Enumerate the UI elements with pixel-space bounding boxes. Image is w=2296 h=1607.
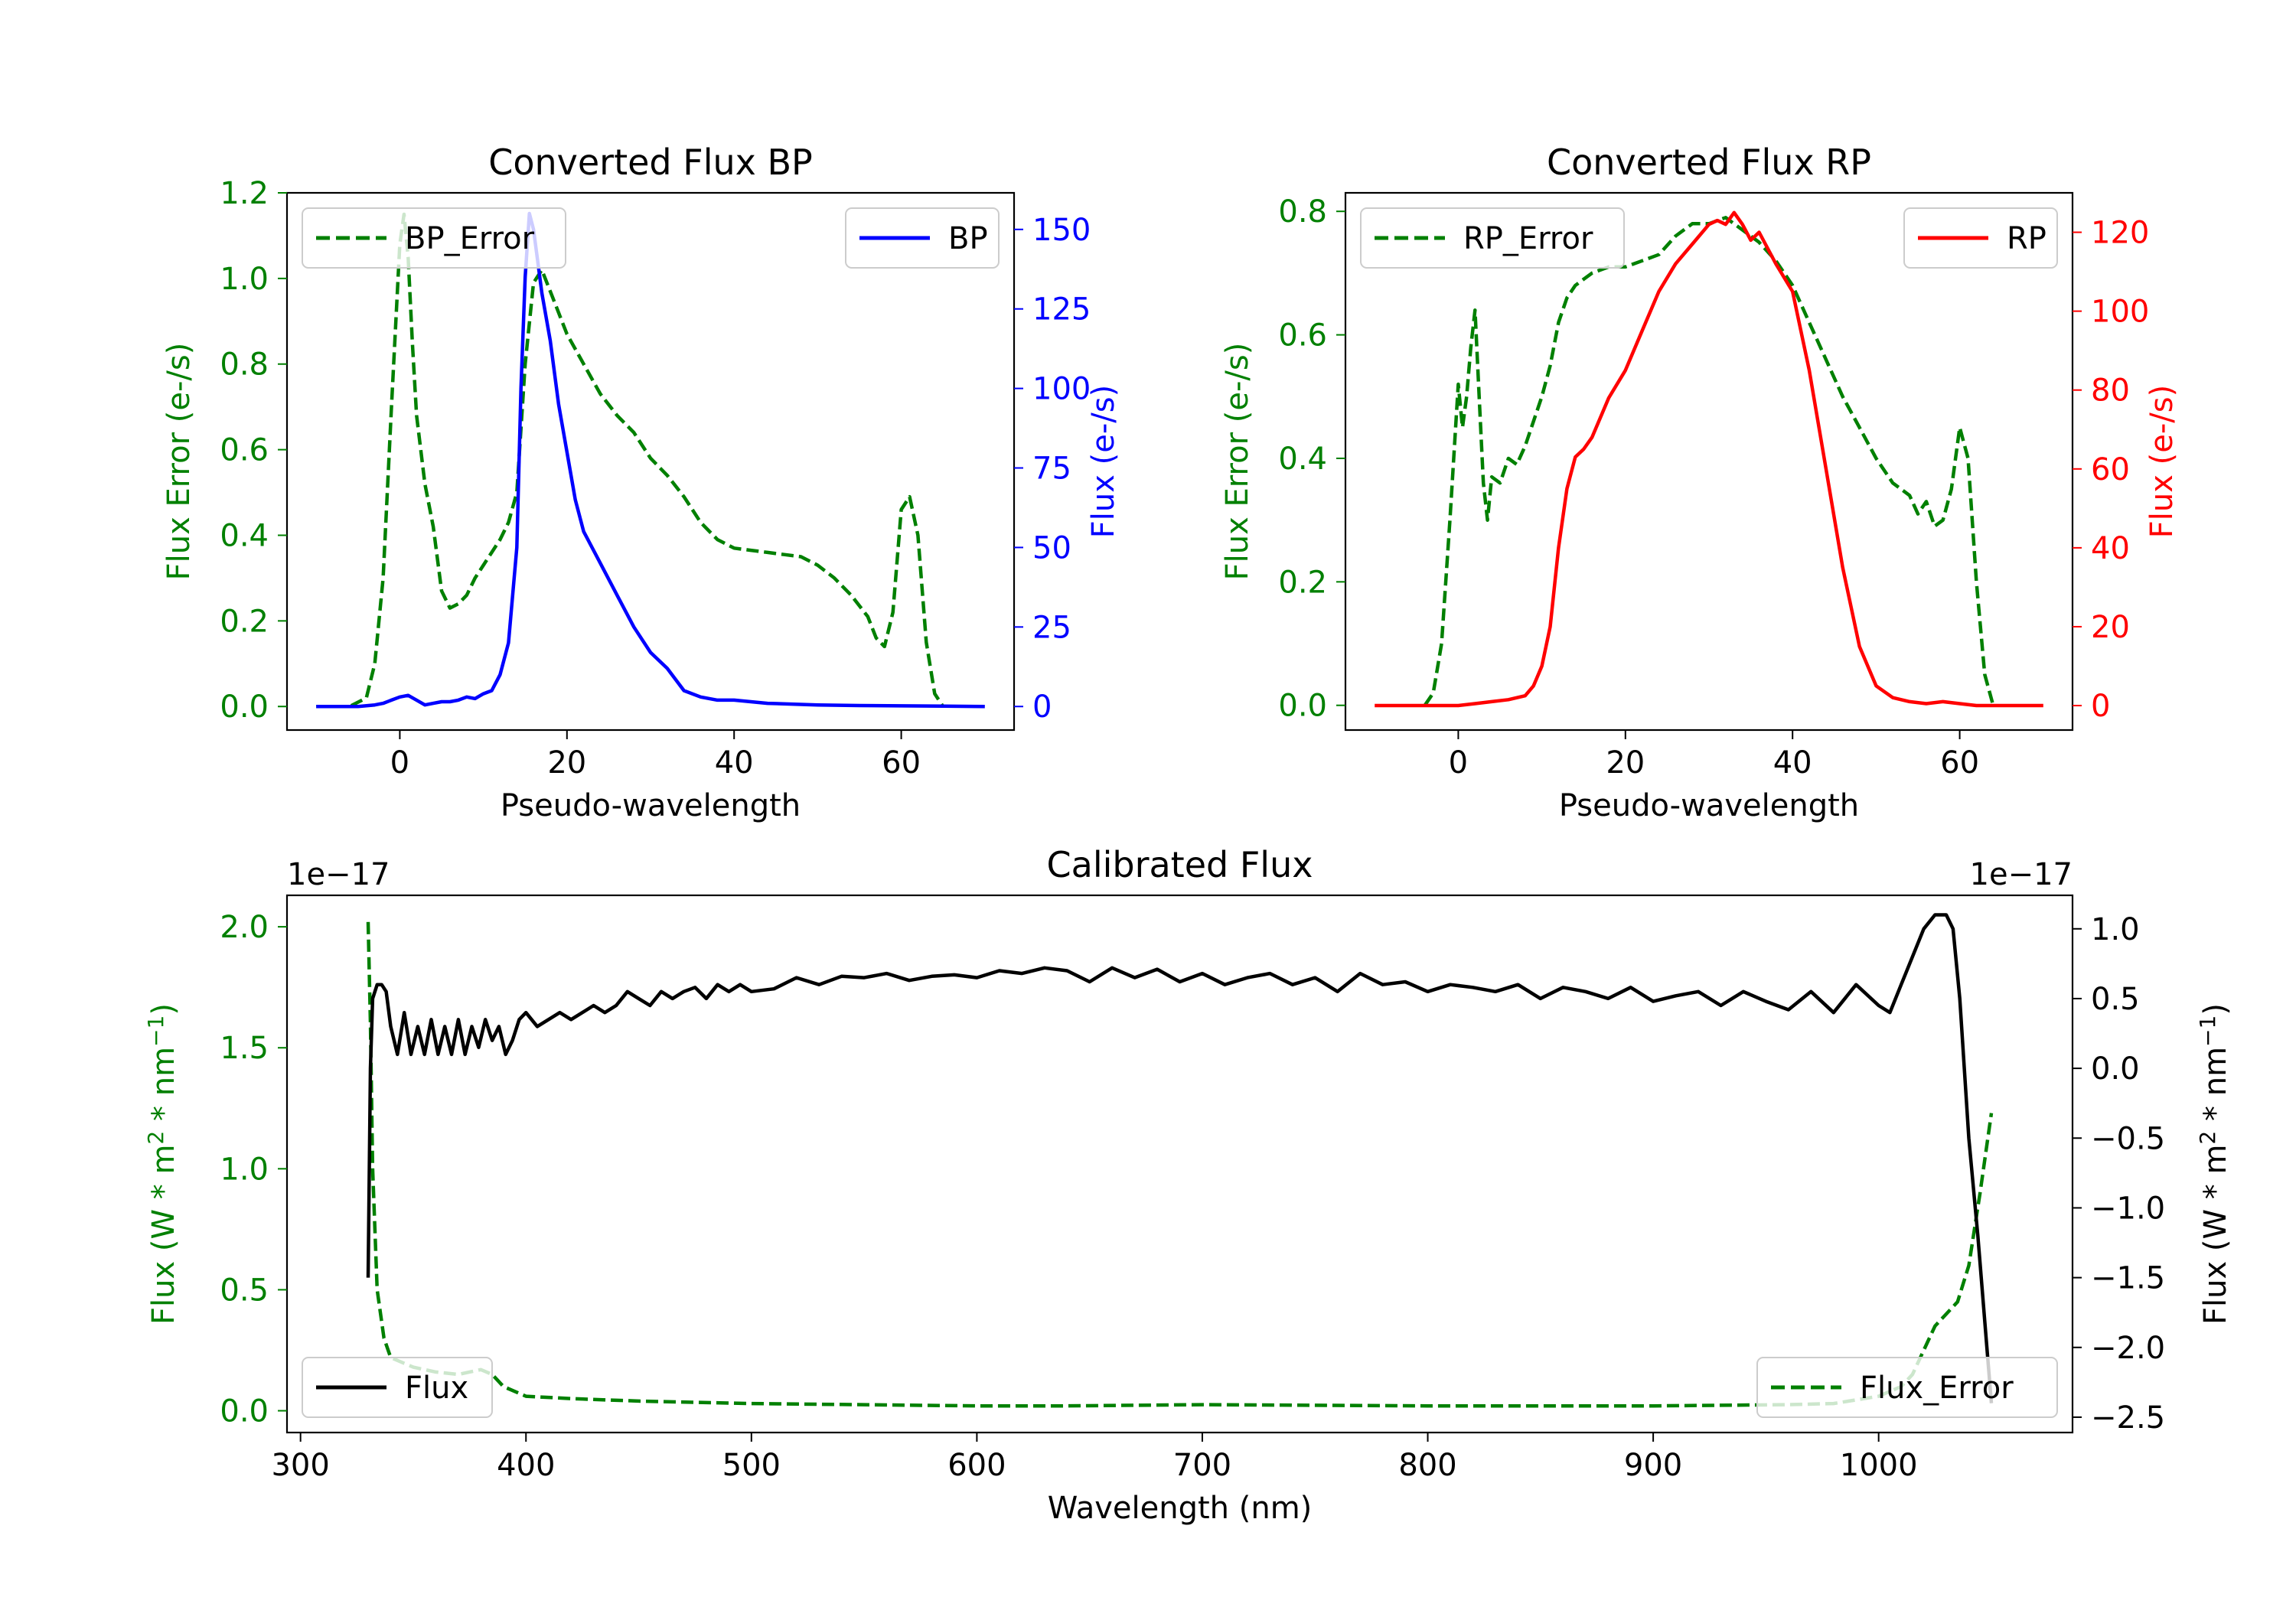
y-left-offset-label: 1e−17 <box>287 857 390 892</box>
legend-box <box>302 1357 493 1418</box>
y-right-tick-label: 125 <box>1032 292 1091 328</box>
y-left-tick-label: 1.2 <box>220 176 269 211</box>
x-tick-label: 800 <box>1398 1448 1456 1483</box>
legend-label: BP_Error <box>405 221 535 256</box>
x-tick-label: 600 <box>947 1448 1006 1483</box>
y-right-tick-label: 75 <box>1032 451 1071 487</box>
x-tick-label: 700 <box>1173 1448 1231 1483</box>
y-right-axis-label: Flux (e-/s) <box>1086 385 1121 538</box>
y-left-tick-label: 2.0 <box>220 910 269 945</box>
chart-calibrated: Calibrated Flux 300 400 500 600 700 800 900 1000… <box>143 844 2233 1526</box>
y-right-tick-label: 150 <box>1032 213 1091 248</box>
y-right-tick-label: 0.0 <box>2091 1051 2140 1087</box>
y-left-axis-label: Flux Error (e-/s) <box>1220 343 1255 581</box>
y-right-tick-label: 1.0 <box>2091 912 2140 947</box>
y-right-tick-label: 100 <box>2091 295 2149 330</box>
y-right-tick-label: −1.5 <box>2091 1261 2165 1296</box>
y-left-tick-label: 1.0 <box>220 262 269 297</box>
y-right-tick-label: 0 <box>1032 689 1052 725</box>
chart-title: Converted Flux RP <box>1547 142 1871 183</box>
chart-title: Calibrated Flux <box>1047 844 1313 885</box>
legend-label: RP <box>2007 221 2047 256</box>
x-tick-label: 20 <box>547 745 586 781</box>
x-tick-label: 0 <box>1449 745 1468 781</box>
x-tick-label: 0 <box>390 745 409 781</box>
y-left-tick-label: 0.8 <box>220 347 269 383</box>
y-left-axis-label: Flux Error (e-/s) <box>161 343 197 581</box>
x-tick-label: 300 <box>271 1448 329 1483</box>
x-axis-label: Pseudo-wavelength <box>1559 788 1859 823</box>
legend-box <box>302 207 566 269</box>
y-right-tick-label: −2.0 <box>2091 1331 2165 1366</box>
y-right-tick-label: −1.0 <box>2091 1191 2165 1226</box>
legend-box <box>1756 1357 2058 1418</box>
y-left-tick-label: 0.8 <box>1278 194 1327 230</box>
y-left-tick-label: 0.2 <box>220 604 269 639</box>
x-tick-label: 400 <box>497 1448 555 1483</box>
y-left-tick-label: 0.6 <box>1278 318 1327 354</box>
legend-box <box>1360 207 1625 269</box>
y-right-tick-label: 40 <box>2091 531 2130 566</box>
y-right-tick-label: 0.5 <box>2091 982 2140 1017</box>
x-tick-label: 500 <box>722 1448 781 1483</box>
x-tick-label: 40 <box>1773 745 1812 781</box>
y-right-tick-label: −0.5 <box>2091 1121 2165 1156</box>
y-right-offset-label: 1e−17 <box>1970 857 2073 892</box>
y-right-axis-label: Flux (e-/s) <box>2144 385 2180 538</box>
y-right-tick-label: 20 <box>2091 610 2130 645</box>
x-tick-label: 20 <box>1606 745 1645 781</box>
legend-rp-error: RP_Error <box>1360 207 1625 269</box>
charts: Converted Flux BP 0 20 40 60 Pseudo-wavelengt… <box>143 142 2233 1526</box>
plot-frame <box>285 894 2074 1434</box>
plot-frame <box>1344 191 2074 732</box>
x-tick-label: 60 <box>882 745 921 781</box>
y-left-tick-label: 0.0 <box>220 1394 269 1429</box>
y-right-tick-label: 80 <box>2091 373 2130 409</box>
legend-flux: Flux <box>302 1357 493 1418</box>
y-left-tick-label: 0.4 <box>220 518 269 553</box>
legend-label: Flux_Error <box>1860 1371 2014 1406</box>
y-right-tick-label: 50 <box>1032 530 1071 566</box>
series-line-rp <box>1375 210 2043 708</box>
y-right-axis-label: Flux (W * m2 * nm−1) <box>2195 1003 2233 1325</box>
x-tick-label: 60 <box>1940 745 1979 781</box>
y-left-tick-label: 0.2 <box>1278 565 1327 600</box>
legend-label: Flux <box>405 1371 468 1406</box>
y-right-tick-label: 100 <box>1032 372 1091 407</box>
y-left-tick-label: 0.4 <box>1278 442 1327 477</box>
series-line-bp-error <box>316 212 945 709</box>
x-axis-label: Pseudo-wavelength <box>501 788 801 823</box>
y-right-tick-label: 120 <box>2091 216 2149 251</box>
series-line-rp-error <box>1423 216 1995 706</box>
legend-bp-error: BP_Error <box>302 207 566 269</box>
x-axis-label: Wavelength (nm) <box>1048 1491 1313 1526</box>
y-left-tick-label: 0.0 <box>220 689 269 725</box>
y-right-tick-label: 0 <box>2091 689 2110 724</box>
y-left-tick-label: 1.5 <box>220 1031 269 1066</box>
y-right-tick-label: 60 <box>2091 452 2130 487</box>
legend-rp: RP <box>1903 207 2058 269</box>
y-left-tick-label: 0.6 <box>220 433 269 468</box>
y-left-tick-label: 0.5 <box>220 1273 269 1308</box>
y-left-tick-label: 1.0 <box>220 1152 269 1187</box>
chart-title: Converted Flux BP <box>488 142 813 183</box>
y-left-axis-label: Flux (W * m2 * nm−1) <box>143 1003 181 1325</box>
chart-bp: Converted Flux BP 0 20 40 60 Pseudo-wavelengt… <box>161 142 1121 823</box>
legend-flux-error: Flux_Error <box>1756 1357 2058 1418</box>
plot-frame <box>285 191 1016 732</box>
legend-label: RP_Error <box>1463 221 1593 256</box>
y-right-tick-label: 25 <box>1032 610 1071 645</box>
x-tick-label: 40 <box>715 745 754 781</box>
legend-label: BP <box>948 221 988 256</box>
legend-bp: BP <box>845 207 1000 269</box>
series-line-flux <box>366 913 1994 1403</box>
y-left-tick-label: 0.0 <box>1278 689 1327 724</box>
x-tick-label: 1000 <box>1840 1448 1918 1483</box>
chart-rp: Converted Flux RP 0 20 40 60 Pseudo-wavelengt… <box>1220 142 2180 823</box>
x-tick-label: 900 <box>1624 1448 1682 1483</box>
y-right-tick-label: −2.5 <box>2091 1400 2165 1436</box>
